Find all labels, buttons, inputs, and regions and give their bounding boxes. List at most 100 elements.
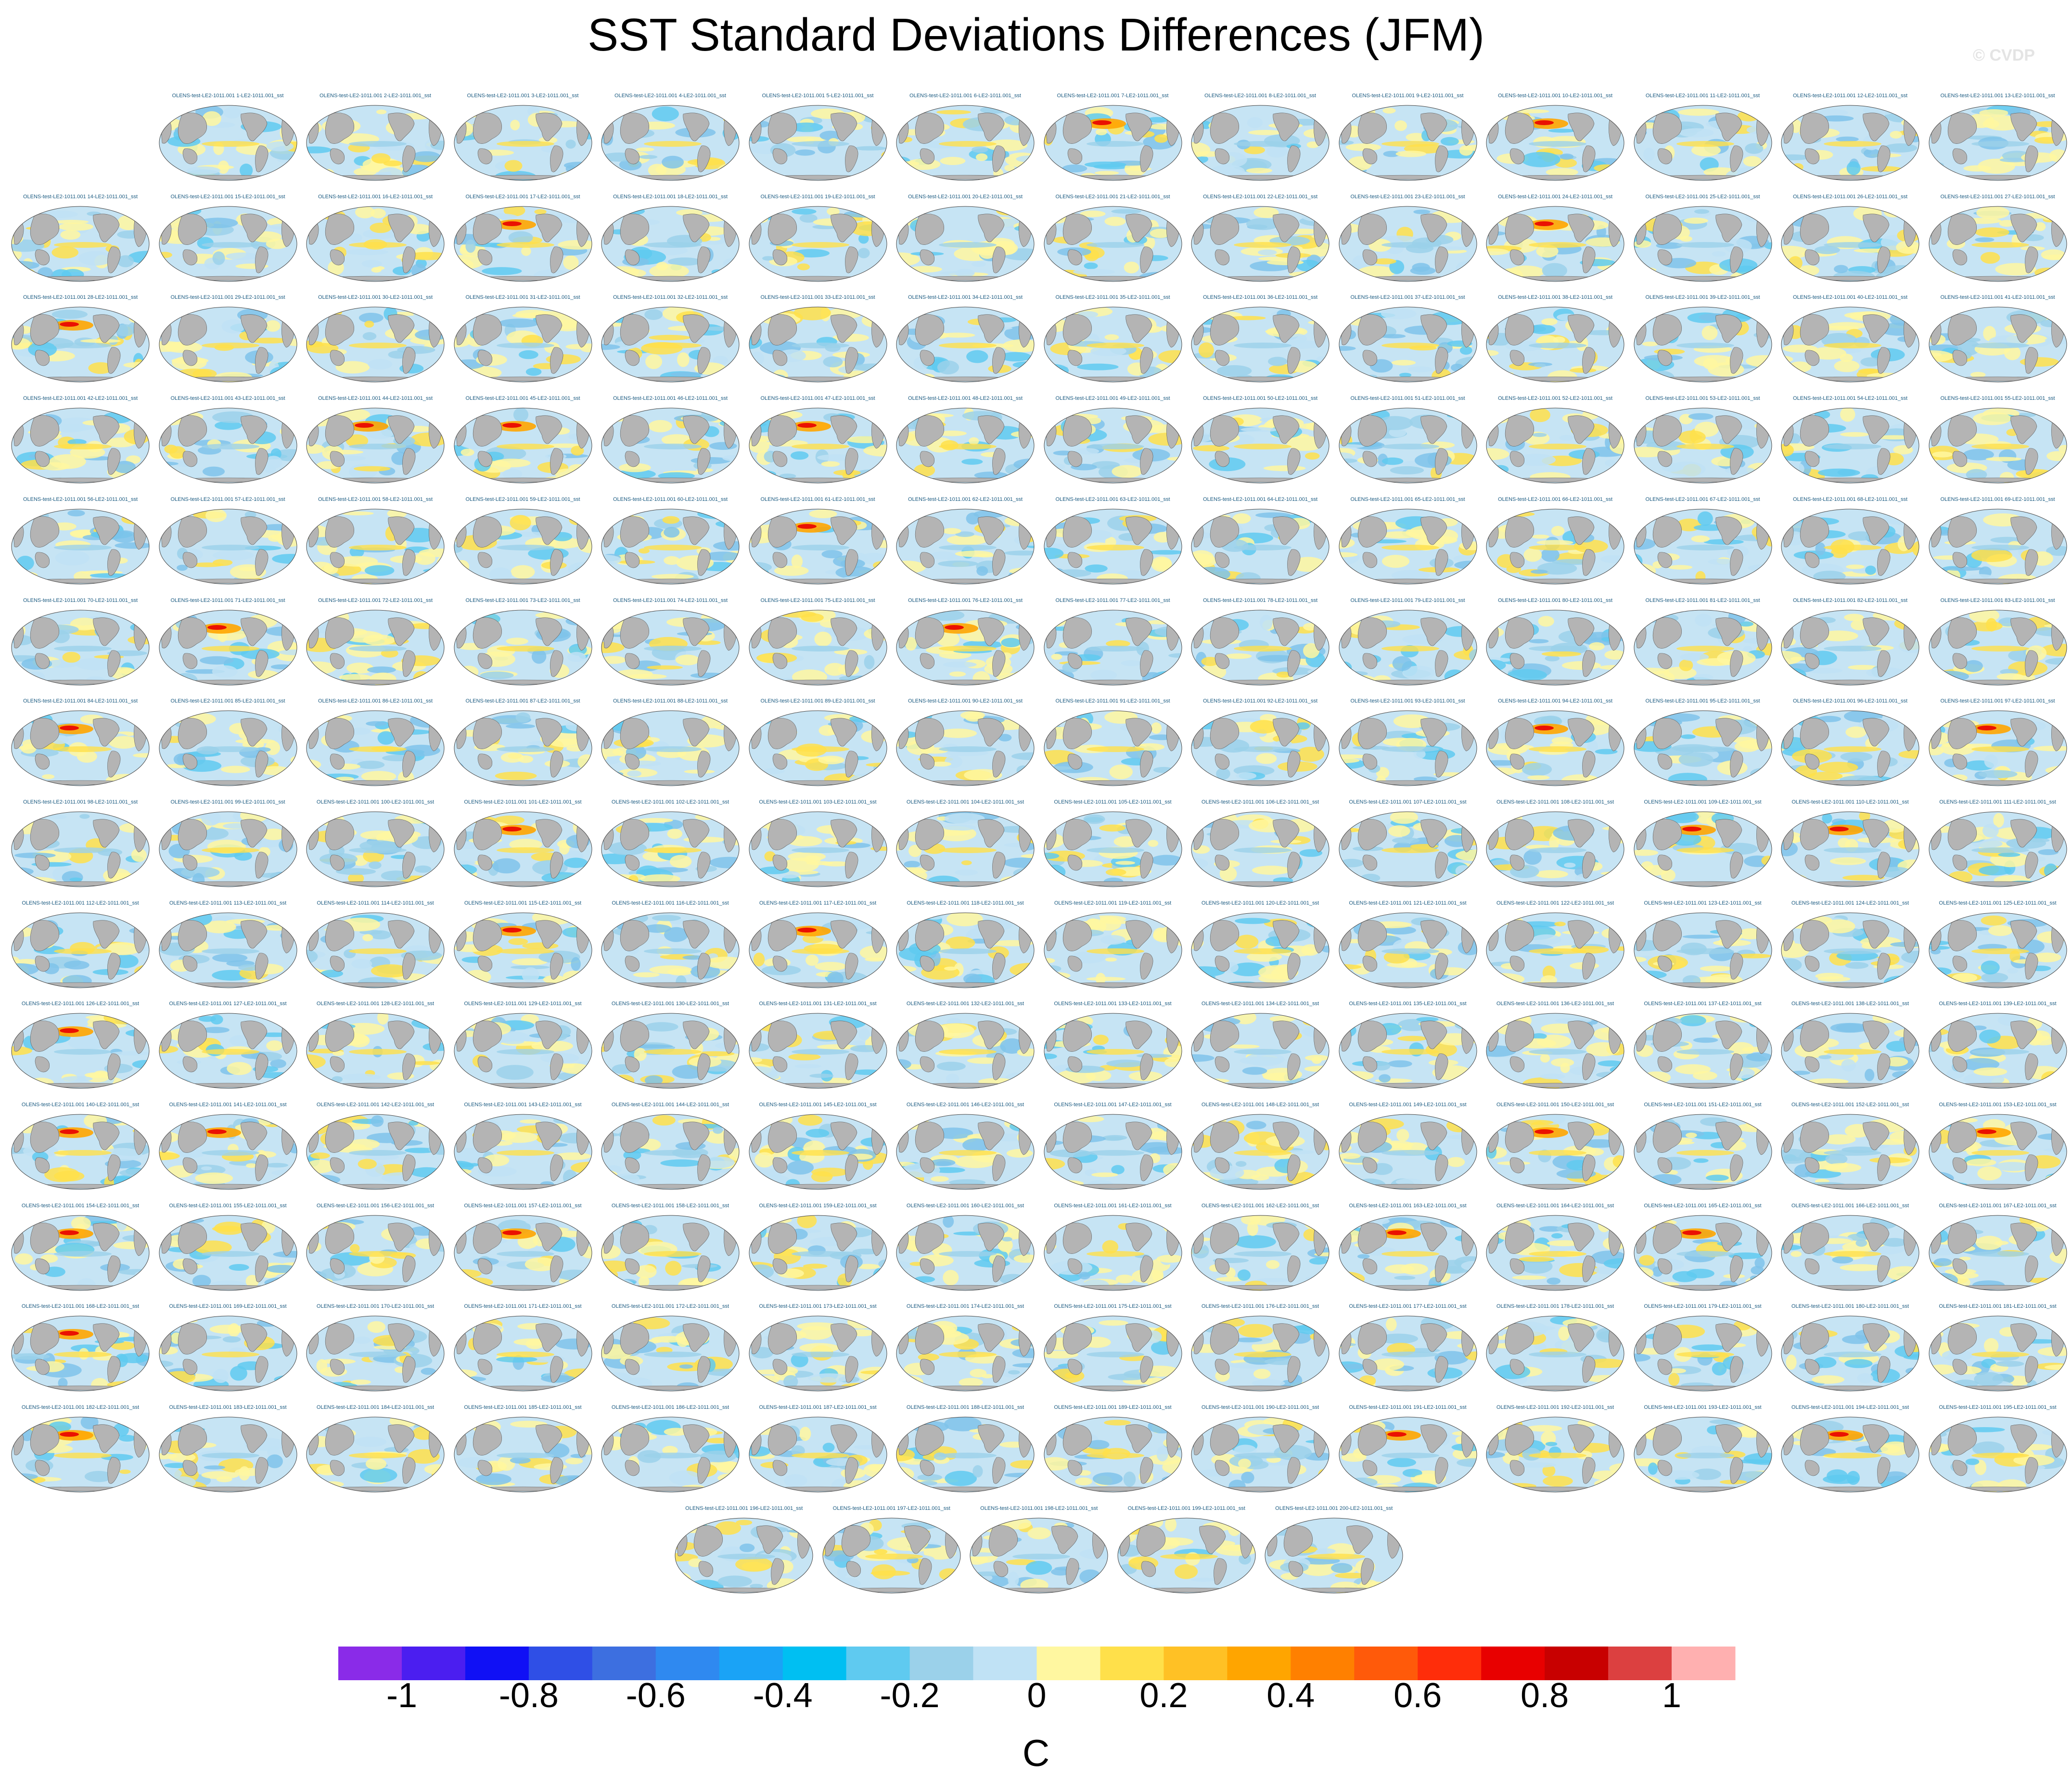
map-panel: OLENS-test-LE2-1011.001 132-LE2-1011.001…	[893, 1001, 1037, 1091]
map-svg	[1338, 1416, 1478, 1493]
map-panel: OLENS-test-LE2-1011.001 121-LE2-1011.001…	[1336, 900, 1480, 991]
map-panel: OLENS-test-LE2-1011.001 125-LE2-1011.001…	[1926, 900, 2070, 991]
map-svg	[306, 1113, 445, 1190]
map-panel: OLENS-test-LE2-1011.001 123-LE2-1011.001…	[1631, 900, 1775, 991]
map-svg	[1780, 1315, 1920, 1392]
map-panel: OLENS-test-LE2-1011.001 3-LE2-1011.001_s…	[451, 93, 595, 183]
panel-label: OLENS-test-LE2-1011.001 18-LE2-1011.001_…	[598, 194, 742, 203]
map-panel: OLENS-test-LE2-1011.001 117-LE2-1011.001…	[746, 900, 890, 991]
map-svg	[453, 104, 593, 181]
colorbar-swatch	[1227, 1647, 1291, 1680]
panel-label: OLENS-test-LE2-1011.001 143-LE2-1011.001…	[451, 1102, 595, 1111]
panel-label: OLENS-test-LE2-1011.001 65-LE2-1011.001_…	[1336, 497, 1480, 505]
map-panel: OLENS-test-LE2-1011.001 161-LE2-1011.001…	[1041, 1203, 1185, 1293]
panel-label: OLENS-test-LE2-1011.001 151-LE2-1011.001…	[1631, 1102, 1775, 1111]
panel-label: OLENS-test-LE2-1011.001 30-LE2-1011.001_…	[303, 294, 448, 303]
colorbar-tick-label: 0.2	[1139, 1676, 1188, 1715]
map-panel: OLENS-test-LE2-1011.001 101-LE2-1011.001…	[451, 799, 595, 890]
map-panel: OLENS-test-LE2-1011.001 40-LE2-1011.001_…	[1778, 294, 1922, 385]
map-svg	[453, 407, 593, 484]
map-svg	[1485, 1214, 1625, 1291]
map-panel: OLENS-test-LE2-1011.001 34-LE2-1011.001_…	[893, 294, 1037, 385]
map-panel: OLENS-test-LE2-1011.001 51-LE2-1011.001_…	[1336, 396, 1480, 486]
map-panel: OLENS-test-LE2-1011.001 31-LE2-1011.001_…	[451, 294, 595, 385]
panel-label: OLENS-test-LE2-1011.001 24-LE2-1011.001_…	[1483, 194, 1627, 203]
panel-label: OLENS-test-LE2-1011.001 94-LE2-1011.001_…	[1483, 698, 1627, 707]
map-svg	[601, 205, 740, 282]
map-svg	[1485, 1113, 1625, 1190]
map-panel: OLENS-test-LE2-1011.001 184-LE2-1011.001…	[303, 1405, 448, 1495]
map-svg	[748, 1315, 888, 1392]
colorbar-swatch	[529, 1647, 593, 1680]
map-svg	[158, 912, 298, 989]
map-svg	[1780, 104, 1920, 181]
panel-label: OLENS-test-LE2-1011.001 97-LE2-1011.001_…	[1926, 698, 2070, 707]
map-panel: OLENS-test-LE2-1011.001 124-LE2-1011.001…	[1778, 900, 1922, 991]
map-panel: OLENS-test-LE2-1011.001 69-LE2-1011.001_…	[1926, 497, 2070, 587]
map-svg	[1190, 407, 1330, 484]
panel-label: OLENS-test-LE2-1011.001 91-LE2-1011.001_…	[1041, 698, 1185, 707]
panel-label: OLENS-test-LE2-1011.001 87-LE2-1011.001_…	[451, 698, 595, 707]
map-panel: OLENS-test-LE2-1011.001 191-LE2-1011.001…	[1336, 1405, 1480, 1495]
panel-label: OLENS-test-LE2-1011.001 135-LE2-1011.001…	[1336, 1001, 1480, 1009]
map-panel: OLENS-test-LE2-1011.001 165-LE2-1011.001…	[1631, 1203, 1775, 1293]
map-panel: OLENS-test-LE2-1011.001 129-LE2-1011.001…	[451, 1001, 595, 1091]
colorbar-swatch	[719, 1647, 783, 1680]
panel-label: OLENS-test-LE2-1011.001 103-LE2-1011.001…	[746, 799, 890, 808]
panel-label: OLENS-test-LE2-1011.001 59-LE2-1011.001_…	[451, 497, 595, 505]
map-svg	[1928, 508, 2068, 585]
map-svg	[1190, 104, 1330, 181]
panel-label: OLENS-test-LE2-1011.001 74-LE2-1011.001_…	[598, 598, 742, 606]
panel-label: OLENS-test-LE2-1011.001 106-LE2-1011.001…	[1188, 799, 1332, 808]
panel-label: OLENS-test-LE2-1011.001 194-LE2-1011.001…	[1778, 1405, 1922, 1413]
map-svg	[158, 407, 298, 484]
panel-label: OLENS-test-LE2-1011.001 128-LE2-1011.001…	[303, 1001, 448, 1009]
map-panel: OLENS-test-LE2-1011.001 196-LE2-1011.001…	[672, 1506, 816, 1596]
map-panel: OLENS-test-LE2-1011.001 18-LE2-1011.001_…	[598, 194, 742, 284]
panel-label: OLENS-test-LE2-1011.001 147-LE2-1011.001…	[1041, 1102, 1185, 1111]
map-panel: OLENS-test-LE2-1011.001 153-LE2-1011.001…	[1926, 1102, 2070, 1192]
map-svg	[601, 609, 740, 686]
map-panel: OLENS-test-LE2-1011.001 104-LE2-1011.001…	[893, 799, 1037, 890]
map-panel: OLENS-test-LE2-1011.001 43-LE2-1011.001_…	[156, 396, 300, 486]
map-svg	[158, 1113, 298, 1190]
panel-label: OLENS-test-LE2-1011.001 29-LE2-1011.001_…	[156, 294, 300, 303]
map-panel: OLENS-test-LE2-1011.001 30-LE2-1011.001_…	[303, 294, 448, 385]
map-svg	[158, 1012, 298, 1089]
panel-label: OLENS-test-LE2-1011.001 155-LE2-1011.001…	[156, 1203, 300, 1212]
map-svg	[1485, 710, 1625, 787]
map-panel: OLENS-test-LE2-1011.001 76-LE2-1011.001_…	[893, 598, 1037, 688]
map-svg	[1338, 306, 1478, 383]
map-panel: OLENS-test-LE2-1011.001 130-LE2-1011.001…	[598, 1001, 742, 1091]
panel-label: OLENS-test-LE2-1011.001 71-LE2-1011.001_…	[156, 598, 300, 606]
map-svg	[1043, 811, 1183, 888]
panel-label: OLENS-test-LE2-1011.001 183-LE2-1011.001…	[156, 1405, 300, 1413]
map-panel: OLENS-test-LE2-1011.001 71-LE2-1011.001_…	[156, 598, 300, 688]
map-svg	[1043, 407, 1183, 484]
panel-label: OLENS-test-LE2-1011.001 95-LE2-1011.001_…	[1631, 698, 1775, 707]
map-panel: OLENS-test-LE2-1011.001 181-LE2-1011.001…	[1926, 1303, 2070, 1394]
map-panel: OLENS-test-LE2-1011.001 109-LE2-1011.001…	[1631, 799, 1775, 890]
panel-label: OLENS-test-LE2-1011.001 96-LE2-1011.001_…	[1778, 698, 1922, 707]
map-svg	[11, 912, 150, 989]
map-panel: OLENS-test-LE2-1011.001 68-LE2-1011.001_…	[1778, 497, 1922, 587]
panel-grid: OLENS-test-LE2-1011.001 1-LE2-1011.001_s…	[0, 0, 2072, 1636]
map-panel: OLENS-test-LE2-1011.001 24-LE2-1011.001_…	[1483, 194, 1627, 284]
panel-label: OLENS-test-LE2-1011.001 41-LE2-1011.001_…	[1926, 294, 2070, 303]
panel-label: OLENS-test-LE2-1011.001 90-LE2-1011.001_…	[893, 698, 1037, 707]
map-panel: OLENS-test-LE2-1011.001 60-LE2-1011.001_…	[598, 497, 742, 587]
map-svg	[1264, 1517, 1404, 1594]
map-svg	[1928, 811, 2068, 888]
map-panel: OLENS-test-LE2-1011.001 135-LE2-1011.001…	[1336, 1001, 1480, 1091]
panel-label: OLENS-test-LE2-1011.001 57-LE2-1011.001_…	[156, 497, 300, 505]
panel-label: OLENS-test-LE2-1011.001 152-LE2-1011.001…	[1778, 1102, 1922, 1111]
map-panel: OLENS-test-LE2-1011.001 177-LE2-1011.001…	[1336, 1303, 1480, 1394]
panel-label: OLENS-test-LE2-1011.001 119-LE2-1011.001…	[1041, 900, 1185, 909]
map-svg	[1190, 306, 1330, 383]
map-panel: OLENS-test-LE2-1011.001 62-LE2-1011.001_…	[893, 497, 1037, 587]
map-svg	[895, 508, 1035, 585]
map-panel: OLENS-test-LE2-1011.001 136-LE2-1011.001…	[1483, 1001, 1627, 1091]
map-svg	[306, 205, 445, 282]
map-svg	[1780, 407, 1920, 484]
map-svg	[895, 710, 1035, 787]
